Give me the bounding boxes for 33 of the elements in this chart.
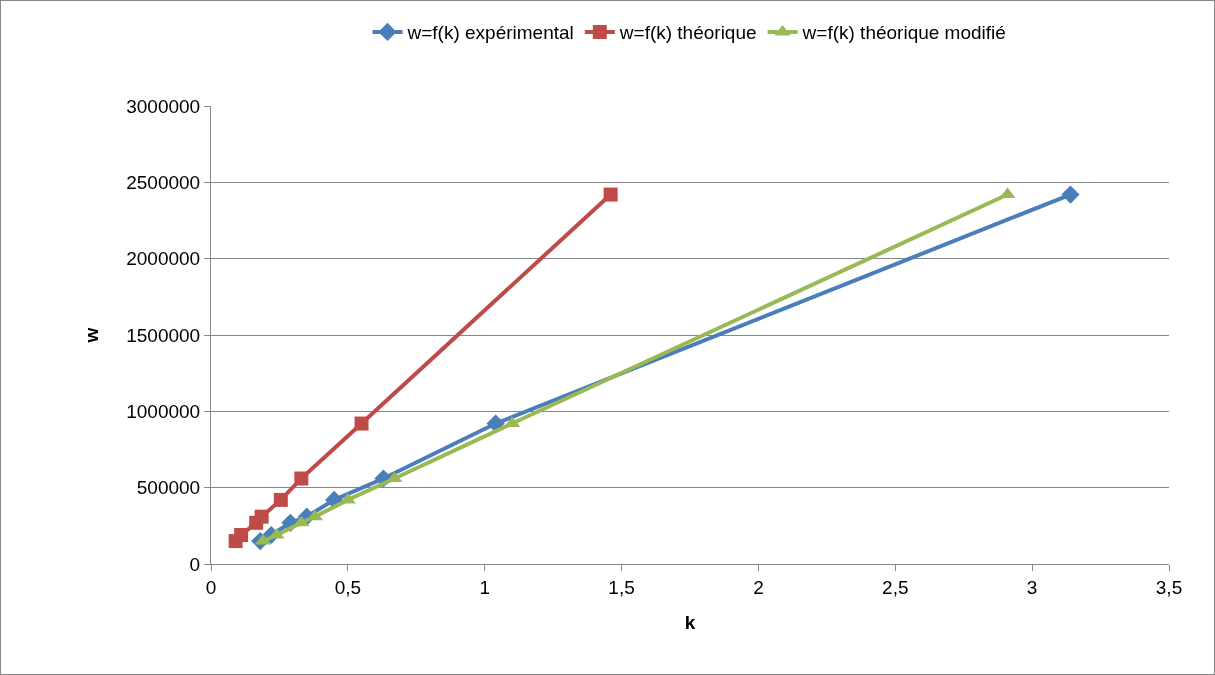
x-tick-label: 1 [479, 576, 490, 598]
point [268, 527, 285, 539]
point [999, 187, 1016, 199]
x-tick-label: 1,5 [608, 576, 635, 598]
point [339, 492, 356, 504]
x-axis-title: k [684, 611, 696, 633]
x-tick-label: 2,5 [882, 576, 909, 598]
point [294, 471, 309, 486]
legend-label: w=f(k) expérimental [406, 22, 574, 44]
x-tick-label: 3,5 [1155, 576, 1183, 598]
legend-label: w=f(k) théorique [618, 22, 757, 44]
point [354, 416, 369, 431]
y-tick-label: 500000 [136, 477, 201, 499]
y-tick-label: 2000000 [126, 248, 201, 270]
point [504, 416, 521, 428]
point [603, 187, 618, 202]
x-tick-label: 0,5 [334, 576, 362, 598]
y-tick-label: 2500000 [126, 171, 201, 193]
point [254, 509, 269, 524]
y-tick-label: 3000000 [126, 95, 201, 117]
x-tick-label: 0 [205, 576, 217, 598]
point [273, 492, 288, 507]
legend-label: w=f(k) théorique modifié [801, 22, 1006, 44]
y-tick-label: 0 [189, 553, 201, 575]
point [234, 527, 249, 542]
point [293, 515, 310, 527]
y-axis-title: w [81, 327, 103, 344]
point [1061, 185, 1080, 204]
point [386, 471, 403, 483]
x-tick-label: 2 [753, 576, 764, 598]
y-tick-label: 1500000 [126, 324, 201, 346]
y-tick-label: 1000000 [126, 400, 201, 422]
x-tick-label: 3 [1026, 576, 1038, 598]
